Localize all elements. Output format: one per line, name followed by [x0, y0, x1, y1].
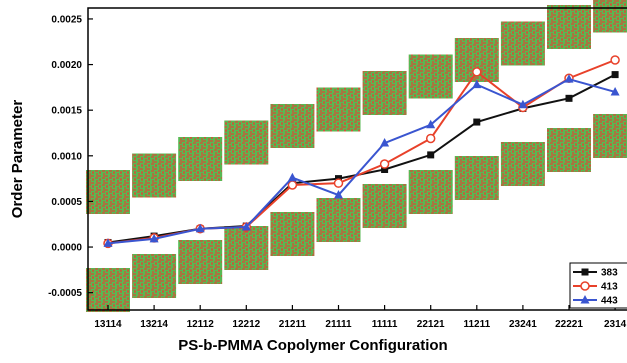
snapshot — [317, 88, 361, 132]
marker — [582, 269, 589, 276]
marker — [581, 282, 589, 290]
snapshot — [547, 5, 591, 49]
legend-label: 383 — [601, 268, 618, 279]
snapshot — [409, 55, 453, 99]
chart: PS-b-PMMA Copolymer Configuration Order … — [0, 0, 627, 358]
x-tick-label: 21211 — [279, 319, 307, 330]
snapshot — [224, 121, 268, 165]
snapshot — [593, 114, 627, 158]
snapshot — [178, 137, 222, 181]
legend-label: 413 — [601, 282, 618, 293]
marker — [612, 71, 619, 78]
x-tick-label: 12112 — [187, 319, 215, 330]
snapshot-images — [86, 0, 627, 312]
y-tick-label: 0.0025 — [51, 14, 82, 25]
marker — [611, 56, 619, 64]
y-tick-label: 0.0000 — [51, 243, 82, 254]
x-axis-title: PS-b-PMMA Copolymer Configuration — [178, 337, 447, 354]
snapshot — [363, 184, 407, 228]
snapshot — [409, 170, 453, 214]
snapshot — [224, 226, 268, 270]
snapshot — [363, 71, 407, 115]
x-tick-label: 23241 — [509, 319, 537, 330]
snapshot — [317, 198, 361, 242]
marker — [335, 179, 343, 187]
x-tick-label: 21111 — [325, 319, 352, 330]
x-tick-label: 12212 — [232, 319, 260, 330]
x-tick-label: 11211 — [463, 319, 490, 330]
snapshot — [547, 128, 591, 172]
y-axis-title: Order Parameter — [9, 100, 26, 219]
marker — [427, 134, 435, 142]
y-tick-label: 0.0005 — [51, 197, 82, 208]
marker — [381, 160, 389, 168]
x-tick-label: 22121 — [417, 319, 445, 330]
legend-label: 443 — [601, 296, 618, 307]
snapshot — [86, 170, 130, 214]
snapshot — [270, 104, 314, 148]
snapshot — [132, 254, 176, 298]
marker — [427, 151, 434, 158]
snapshot — [455, 156, 499, 200]
snapshot — [132, 154, 176, 198]
page: {"chart_data": {"type": "line", "x_label… — [0, 0, 627, 358]
snapshot — [178, 240, 222, 284]
snapshot — [593, 0, 627, 33]
snapshot — [501, 142, 545, 186]
marker — [288, 181, 296, 189]
marker — [473, 68, 481, 76]
y-tick-label: 0.0020 — [51, 60, 82, 71]
snapshot — [501, 22, 545, 66]
marker — [566, 95, 573, 102]
marker — [473, 119, 480, 126]
x-tick-label: 11111 — [372, 319, 398, 330]
snapshot — [270, 212, 314, 256]
marker — [288, 173, 297, 182]
x-tick-label: 22221 — [555, 319, 583, 330]
y-tick-label: -0.0005 — [48, 288, 82, 299]
x-tick-label: 2314 — [604, 319, 627, 330]
x-tick-label: 13214 — [140, 319, 168, 330]
y-tick-label: 0.0015 — [51, 106, 82, 117]
y-tick-label: 0.0010 — [51, 151, 82, 162]
x-tick-label: 13114 — [94, 319, 122, 330]
